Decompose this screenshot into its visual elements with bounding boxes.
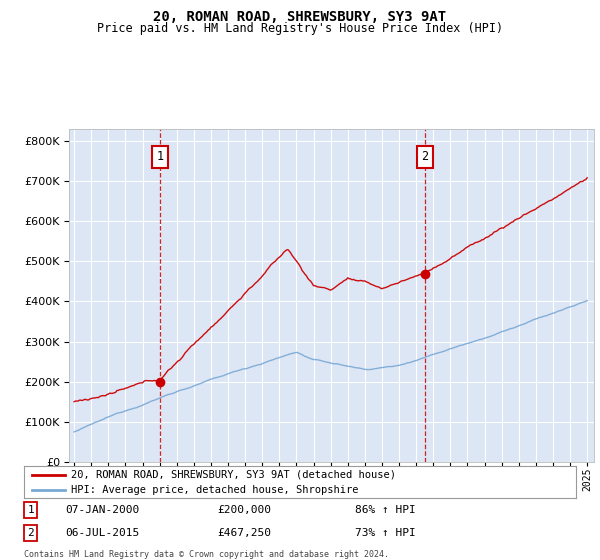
Text: £200,000: £200,000 bbox=[217, 505, 271, 515]
Text: 73% ↑ HPI: 73% ↑ HPI bbox=[355, 528, 416, 538]
Text: 07-JAN-2000: 07-JAN-2000 bbox=[65, 505, 140, 515]
Text: 2: 2 bbox=[421, 151, 428, 164]
Text: 20, ROMAN ROAD, SHREWSBURY, SY3 9AT (detached house): 20, ROMAN ROAD, SHREWSBURY, SY3 9AT (det… bbox=[71, 470, 396, 480]
Text: 20, ROMAN ROAD, SHREWSBURY, SY3 9AT: 20, ROMAN ROAD, SHREWSBURY, SY3 9AT bbox=[154, 10, 446, 24]
Text: 2: 2 bbox=[27, 528, 34, 538]
Text: £467,250: £467,250 bbox=[217, 528, 271, 538]
Text: 1: 1 bbox=[157, 151, 164, 164]
Text: 86% ↑ HPI: 86% ↑ HPI bbox=[355, 505, 416, 515]
Text: 1: 1 bbox=[27, 505, 34, 515]
Text: 06-JUL-2015: 06-JUL-2015 bbox=[65, 528, 140, 538]
Text: Contains HM Land Registry data © Crown copyright and database right 2024.
This d: Contains HM Land Registry data © Crown c… bbox=[24, 550, 389, 560]
Text: HPI: Average price, detached house, Shropshire: HPI: Average price, detached house, Shro… bbox=[71, 486, 358, 495]
Text: Price paid vs. HM Land Registry's House Price Index (HPI): Price paid vs. HM Land Registry's House … bbox=[97, 22, 503, 35]
